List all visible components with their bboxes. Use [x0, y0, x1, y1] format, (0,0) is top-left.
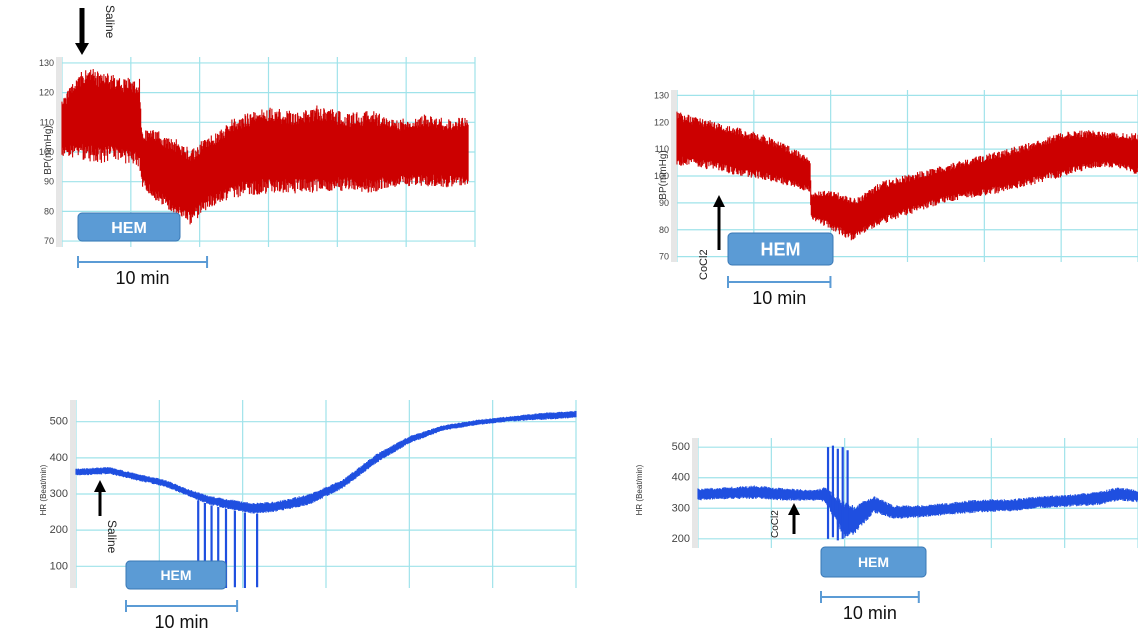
hem-label: HEM — [160, 567, 191, 583]
y-axis-title: BP(mmHg) — [43, 125, 54, 174]
y-axis-title: BP(mmHg) — [658, 150, 669, 199]
injection-arrow-head — [75, 43, 89, 55]
hem-box — [77, 212, 181, 242]
hr-cocl2-chart: 200 300 400 500 HR (Beat/min) HEM 10 min CoCl2 — [635, 438, 1138, 623]
y-tick-label: 400 — [672, 472, 690, 484]
hem-label: HEM — [111, 220, 147, 237]
y-tick-label: 110 — [655, 144, 669, 154]
y-tick-label: 80 — [44, 206, 54, 216]
scale-bar-label: 10 min — [752, 288, 806, 308]
series-trace — [676, 111, 1138, 241]
y-tick-label: 100 — [654, 171, 669, 181]
y-tick-label: 100 — [50, 560, 68, 572]
y-tick-label: 120 — [654, 117, 669, 127]
bp-cocl2-panel: 70 80 90 100 110 120 130 BP(mmHg) HEM 10 min CoCl2 — [654, 80, 1138, 320]
y-tick-label: 70 — [659, 252, 669, 262]
scale-bar-label: 10 min — [116, 268, 170, 288]
y-axis-strip — [671, 90, 677, 262]
y-tick-label: 130 — [654, 90, 669, 100]
y-tick-label: 400 — [50, 452, 68, 464]
y-axis-title: HR (Beat/min) — [39, 464, 48, 515]
y-tick-label: 500 — [50, 416, 68, 428]
scale-bar-label: 10 min — [843, 603, 897, 623]
hem-box — [820, 546, 927, 578]
y-axis-strip — [692, 438, 698, 548]
injection-arrow-head — [788, 503, 800, 515]
y-axis-strip — [70, 400, 76, 588]
grid — [697, 438, 1138, 548]
y-tick-label: 90 — [659, 198, 669, 208]
y-tick-label: 500 — [672, 441, 690, 453]
y-tick-label: 90 — [44, 177, 54, 187]
hem-label: HEM — [858, 554, 889, 570]
y-axis-title: HR (Beat/min) — [635, 464, 644, 515]
hem-box — [727, 232, 834, 266]
injection-label: CoCl2 — [770, 510, 781, 538]
hem-label: HEM — [761, 239, 801, 259]
series-trace — [75, 410, 577, 514]
y-tick-label: 80 — [659, 225, 669, 235]
injection-label: CoCl2 — [698, 249, 710, 280]
hr-saline-panel: 100 200 300 400 500 HR (Beat/min) HEM 10 min Sal… — [38, 390, 577, 637]
series-trace — [697, 485, 1138, 538]
hr-cocl2-panel: 200 300 400 500 HR (Beat/min) HEM 10 min CoCl2 — [628, 430, 1138, 637]
y-tick-label: 200 — [672, 533, 690, 545]
scale-bar-label: 10 min — [155, 612, 209, 632]
y-tick-label: 300 — [672, 502, 690, 514]
y-tick-label: 70 — [44, 236, 54, 246]
injection-label: Saline — [103, 5, 117, 39]
y-tick-label: 110 — [40, 117, 54, 127]
series-trace — [61, 69, 469, 225]
y-tick-label: 200 — [50, 524, 68, 536]
hr-saline-chart: 100 200 300 400 500 HR (Beat/min) HEM 10 min Sal… — [39, 400, 577, 632]
injection-label: Saline — [105, 520, 119, 554]
y-tick-label: 100 — [39, 147, 54, 157]
y-axis-strip — [56, 57, 62, 247]
bp-saline-panel: 70 80 90 100 110 120 130 BP(mmHg) HEM 10 min Salin… — [39, 0, 480, 300]
hem-box — [125, 560, 227, 590]
injection-arrow-head — [713, 195, 725, 207]
bp-cocl2-chart: 70 80 90 100 110 120 130 BP(mmHg) HEM 10 min CoCl2 — [654, 90, 1138, 308]
y-tick-label: 300 — [50, 488, 68, 500]
bp-saline-chart: 70 80 90 100 110 120 130 BP(mmHg) HEM 10 min Salin… — [39, 5, 476, 288]
injection-arrow-head — [94, 480, 106, 492]
y-tick-label: 120 — [39, 88, 54, 98]
y-tick-label: 130 — [39, 58, 54, 68]
